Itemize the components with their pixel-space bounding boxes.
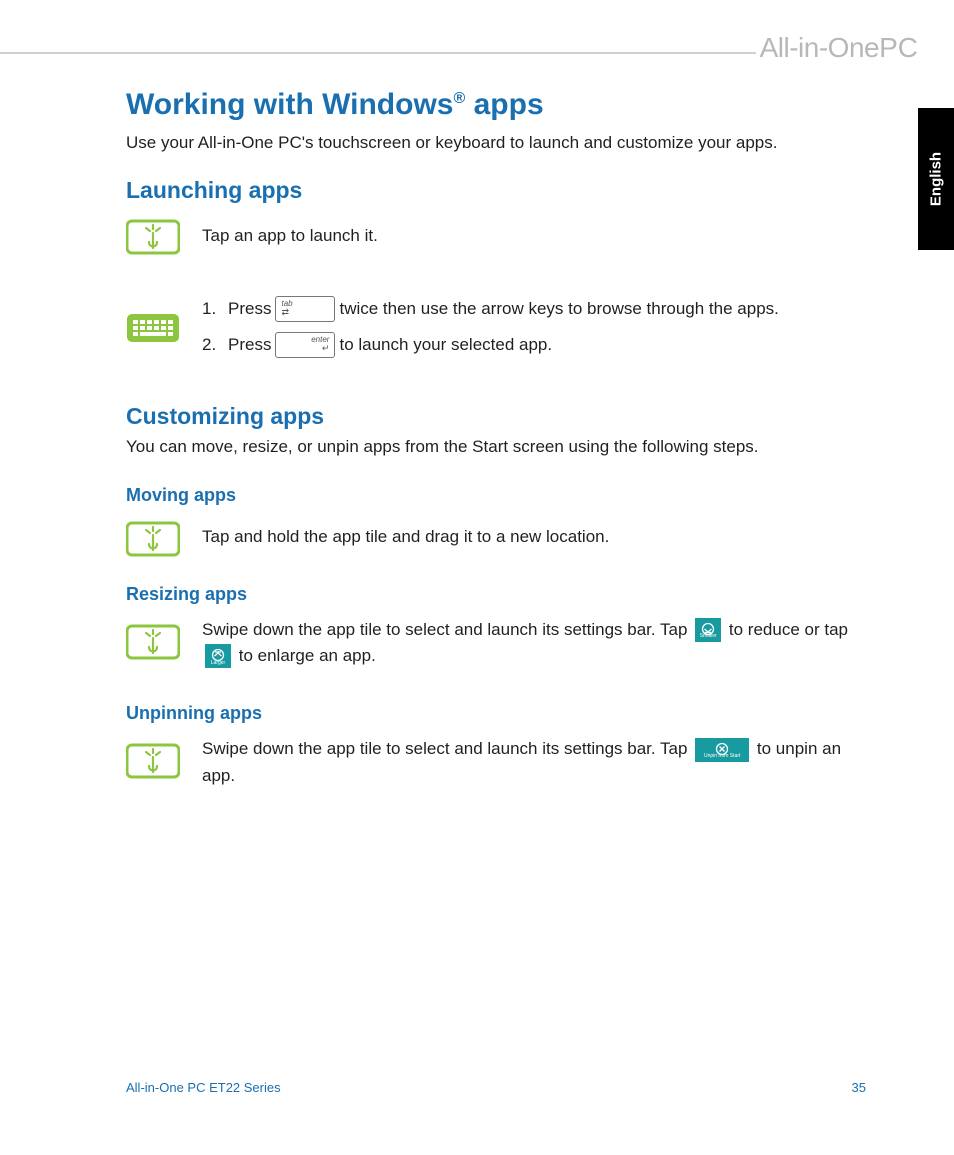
smaller-tile-icon: Smaller xyxy=(695,618,721,642)
touchscreen-icon xyxy=(126,520,180,558)
page-title: Working with Windows® apps xyxy=(126,88,866,122)
intro-text: Use your All-in-One PC's touchscreen or … xyxy=(126,132,866,155)
launching-steps: Press tab ⇄ twice then use the arrow key… xyxy=(202,296,866,359)
touchscreen-icon xyxy=(126,218,180,256)
step-1: Press tab ⇄ twice then use the arrow key… xyxy=(202,296,866,322)
footer-series: All-in-One PC ET22 Series xyxy=(126,1080,281,1095)
launching-heading: Launching apps xyxy=(126,177,866,204)
touchscreen-icon xyxy=(126,623,180,661)
brand-label: All-in-OnePC xyxy=(760,32,918,64)
moving-heading: Moving apps xyxy=(126,485,866,506)
touchscreen-icon xyxy=(126,742,180,780)
customizing-heading: Customizing apps xyxy=(126,403,866,430)
enter-key-icon: enter ↵ xyxy=(275,332,335,358)
larger-tile-icon: Larger xyxy=(205,644,231,668)
moving-row: Tap and hold the app tile and drag it to… xyxy=(126,518,866,558)
unpinning-heading: Unpinning apps xyxy=(126,703,866,724)
language-label: English xyxy=(928,152,945,206)
footer-page-number: 35 xyxy=(852,1080,866,1095)
resizing-row: Swipe down the app tile to select and la… xyxy=(126,617,866,670)
launching-touch-row: Tap an app to launch it. xyxy=(126,216,866,256)
tab-key-icon: tab ⇄ xyxy=(275,296,335,322)
launching-keyboard-row: Press tab ⇄ twice then use the arrow key… xyxy=(126,286,866,369)
unpin-tile-icon: Unpin from Start xyxy=(695,738,749,762)
page-footer: All-in-One PC ET22 Series 35 xyxy=(126,1080,866,1095)
moving-text: Tap and hold the app tile and drag it to… xyxy=(202,524,866,550)
resizing-heading: Resizing apps xyxy=(126,584,866,605)
keyboard-icon xyxy=(126,309,180,347)
step-2: Press enter ↵ to launch your selected ap… xyxy=(202,332,866,358)
launching-touch-text: Tap an app to launch it. xyxy=(202,223,866,249)
resizing-text: Swipe down the app tile to select and la… xyxy=(202,617,866,670)
unpinning-row: Swipe down the app tile to select and la… xyxy=(126,736,866,789)
page-content: Working with Windows® apps Use your All-… xyxy=(126,88,866,789)
language-tab: English xyxy=(918,108,954,250)
header-rule xyxy=(0,52,756,54)
customizing-intro: You can move, resize, or unpin apps from… xyxy=(126,436,866,459)
unpinning-text: Swipe down the app tile to select and la… xyxy=(202,736,866,789)
